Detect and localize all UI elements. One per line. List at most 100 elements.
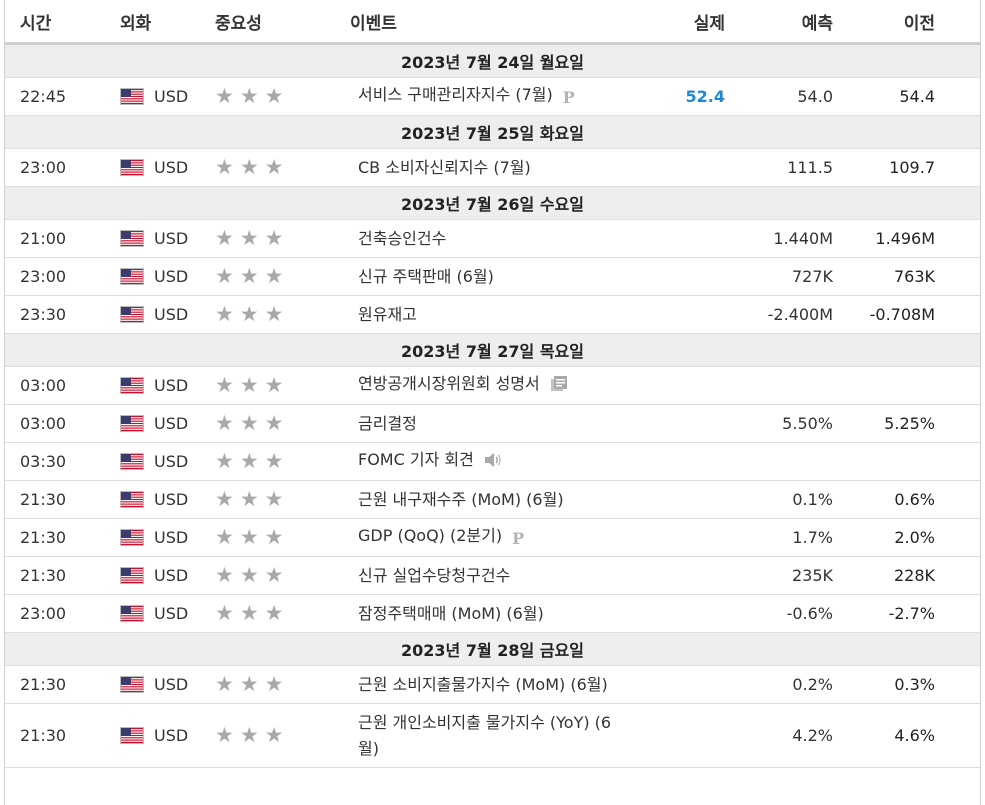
star-icon: ★ bbox=[265, 228, 284, 249]
importance-stars: ★ ★ ★ bbox=[215, 258, 350, 296]
importance-stars: ★ ★ ★ bbox=[215, 149, 350, 187]
event-name[interactable]: 건축승인건수 bbox=[358, 229, 446, 248]
currency-code: USD bbox=[154, 305, 188, 324]
forecast-value: 0.1% bbox=[733, 481, 841, 519]
event-name[interactable]: 신규 주택판매 (6월) bbox=[358, 267, 494, 286]
event-row[interactable]: 03:30 USD ★ ★ ★ FOMC 기자 회견 bbox=[5, 443, 980, 481]
previous-value: 763K bbox=[841, 258, 980, 296]
previous-value: 2.0% bbox=[841, 519, 980, 557]
event-row[interactable]: 03:00 USD ★ ★ ★ 연방공개시장위원회 성명서 bbox=[5, 367, 980, 405]
event-row[interactable]: 23:00 USD ★ ★ ★ 신규 주택판매 (6월) 727K 763K bbox=[5, 258, 980, 296]
star-icon: ★ bbox=[265, 674, 284, 695]
preliminary-icon[interactable]: P bbox=[512, 526, 524, 552]
star-icon: ★ bbox=[265, 451, 284, 472]
us-flag-icon bbox=[120, 88, 144, 105]
date-label: 2023년 7월 26일 수요일 bbox=[5, 187, 980, 220]
star-icon: ★ bbox=[215, 228, 234, 249]
us-flag-icon bbox=[120, 567, 144, 584]
importance-stars: ★ ★ ★ bbox=[215, 443, 350, 481]
document-icon[interactable] bbox=[550, 374, 568, 400]
star-icon: ★ bbox=[240, 451, 259, 472]
header-time[interactable]: 시간 bbox=[5, 0, 120, 44]
calendar-body: 2023년 7월 24일 월요일 22:45 USD ★ ★ ★ 서비스 구매관리자지수 (… bbox=[5, 44, 980, 768]
event-time: 21:30 bbox=[5, 704, 120, 768]
header-event[interactable]: 이벤트 bbox=[350, 0, 635, 44]
us-flag-icon bbox=[120, 491, 144, 508]
preliminary-icon[interactable]: P bbox=[563, 85, 575, 111]
speaker-icon[interactable] bbox=[484, 450, 502, 476]
header-forecast[interactable]: 예측 bbox=[733, 0, 841, 44]
event-row[interactable]: 23:00 USD ★ ★ ★ CB 소비자신뢰지수 (7월) 111.5 109.7 bbox=[5, 149, 980, 187]
us-flag-icon bbox=[120, 727, 144, 744]
us-flag-icon bbox=[120, 676, 144, 693]
star-icon: ★ bbox=[265, 86, 284, 107]
importance-stars: ★ ★ ★ bbox=[215, 595, 350, 633]
star-icon: ★ bbox=[215, 157, 234, 178]
event-name[interactable]: 신규 실업수당청구건수 bbox=[358, 566, 510, 585]
star-icon: ★ bbox=[240, 304, 259, 325]
header-actual[interactable]: 실제 bbox=[635, 0, 733, 44]
event-name[interactable]: CB 소비자신뢰지수 (7월) bbox=[358, 158, 531, 177]
event-time: 22:45 bbox=[5, 78, 120, 116]
star-icon: ★ bbox=[215, 603, 234, 624]
event-row[interactable]: 21:30 USD ★ ★ ★ 신규 실업수당청구건수 235K 228K bbox=[5, 557, 980, 595]
event-name[interactable]: 근원 소비지출물가지수 (MoM) (6월) bbox=[358, 675, 608, 694]
event-row[interactable]: 21:30 USD ★ ★ ★ 근원 내구재수주 (MoM) (6월) 0.1% 0.6% bbox=[5, 481, 980, 519]
previous-value: -0.708M bbox=[841, 296, 980, 334]
actual-value: 52.4 bbox=[635, 78, 733, 116]
forecast-value: 0.2% bbox=[733, 666, 841, 704]
star-icon: ★ bbox=[240, 228, 259, 249]
event-row[interactable]: 22:45 USD ★ ★ ★ 서비스 구매관리자지수 (7월) P 52.4 54.0 54.4 bbox=[5, 78, 980, 116]
event-name[interactable]: GDP (QoQ) (2분기) bbox=[358, 526, 502, 545]
importance-stars: ★ ★ ★ bbox=[215, 296, 350, 334]
event-row[interactable]: 23:00 USD ★ ★ ★ 잠정주택매매 (MoM) (6월) -0.6% -2.7% bbox=[5, 595, 980, 633]
previous-value: 4.6% bbox=[841, 704, 980, 768]
star-icon: ★ bbox=[265, 565, 284, 586]
event-row[interactable]: 03:00 USD ★ ★ ★ 금리결정 5.50% 5.25% bbox=[5, 405, 980, 443]
event-row[interactable]: 21:30 USD ★ ★ ★ 근원 소비지출물가지수 (MoM) (6월) 0.2% 0.3… bbox=[5, 666, 980, 704]
currency-code: USD bbox=[154, 158, 188, 177]
us-flag-icon bbox=[120, 230, 144, 247]
star-icon: ★ bbox=[240, 603, 259, 624]
event-name[interactable]: 근원 개인소비지출 물가지수 (YoY) (6월) bbox=[358, 713, 611, 758]
event-name[interactable]: FOMC 기자 회견 bbox=[358, 450, 474, 469]
star-icon: ★ bbox=[240, 86, 259, 107]
star-icon: ★ bbox=[240, 489, 259, 510]
header-currency[interactable]: 외화 bbox=[120, 0, 215, 44]
event-name[interactable]: 연방공개시장위원회 성명서 bbox=[358, 374, 540, 393]
actual-value bbox=[635, 367, 733, 405]
event-name[interactable]: 원유재고 bbox=[358, 305, 417, 324]
star-icon: ★ bbox=[215, 304, 234, 325]
actual-value bbox=[635, 481, 733, 519]
header-previous[interactable]: 이전 bbox=[841, 0, 980, 44]
previous-value: 1.496M bbox=[841, 220, 980, 258]
event-name[interactable]: 근원 내구재수주 (MoM) (6월) bbox=[358, 490, 564, 509]
us-flag-icon bbox=[120, 529, 144, 546]
currency-code: USD bbox=[154, 452, 188, 471]
event-name[interactable]: 잠정주택매매 (MoM) (6월) bbox=[358, 604, 544, 623]
importance-stars: ★ ★ ★ bbox=[215, 78, 350, 116]
us-flag-icon bbox=[120, 268, 144, 285]
forecast-value: 5.50% bbox=[733, 405, 841, 443]
star-icon: ★ bbox=[265, 304, 284, 325]
event-row[interactable]: 21:00 USD ★ ★ ★ 건축승인건수 1.440M 1.496M bbox=[5, 220, 980, 258]
event-row[interactable]: 21:30 USD ★ ★ ★ 근원 개인소비지출 물가지수 (YoY) (6월) 4.2%… bbox=[5, 704, 980, 768]
event-time: 23:00 bbox=[5, 595, 120, 633]
date-label: 2023년 7월 24일 월요일 bbox=[5, 44, 980, 78]
previous-value bbox=[841, 443, 980, 481]
forecast-value: 1.7% bbox=[733, 519, 841, 557]
event-time: 03:30 bbox=[5, 443, 120, 481]
event-time: 03:00 bbox=[5, 367, 120, 405]
actual-value bbox=[635, 519, 733, 557]
event-name[interactable]: 금리결정 bbox=[358, 414, 417, 433]
event-name[interactable]: 서비스 구매관리자지수 (7월) bbox=[358, 85, 553, 104]
actual-value bbox=[635, 149, 733, 187]
header-importance[interactable]: 중요성 bbox=[215, 0, 350, 44]
us-flag-icon bbox=[120, 415, 144, 432]
event-row[interactable]: 23:30 USD ★ ★ ★ 원유재고 -2.400M -0.708M bbox=[5, 296, 980, 334]
currency-code: USD bbox=[154, 376, 188, 395]
currency-code: USD bbox=[154, 726, 188, 745]
actual-value bbox=[635, 443, 733, 481]
event-row[interactable]: 21:30 USD ★ ★ ★ GDP (QoQ) (2분기) P 1.7% 2.0% bbox=[5, 519, 980, 557]
date-label: 2023년 7월 27일 목요일 bbox=[5, 334, 980, 367]
